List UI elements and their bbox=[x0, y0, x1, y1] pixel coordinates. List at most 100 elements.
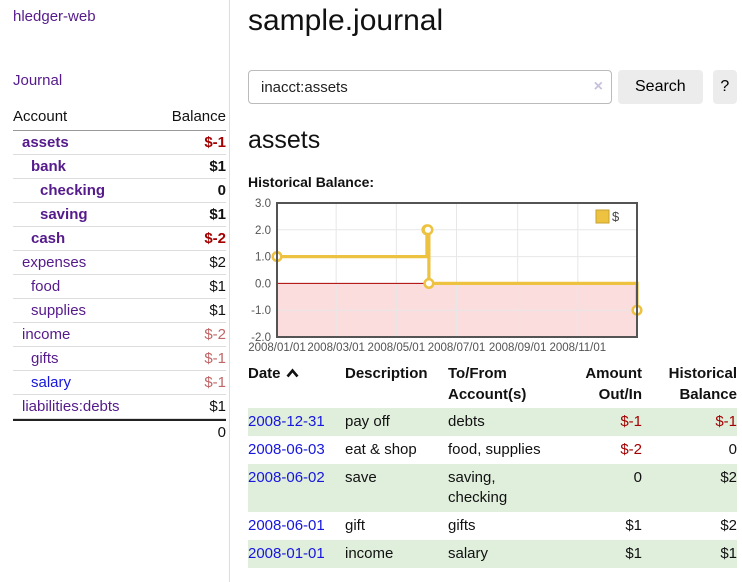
account-link-cash[interactable]: cash bbox=[31, 230, 66, 247]
account-balance: $1 bbox=[209, 206, 226, 223]
account-balance: $1 bbox=[209, 398, 226, 415]
transaction-date-link[interactable]: 2008-06-02 bbox=[248, 469, 325, 486]
transaction-amount: $1 bbox=[625, 517, 642, 534]
svg-text:2008/07/01: 2008/07/01 bbox=[428, 342, 486, 354]
description-column-header: Description bbox=[345, 365, 428, 382]
svg-text:1.0: 1.0 bbox=[255, 252, 271, 264]
account-balance: $1 bbox=[209, 278, 226, 295]
account-row-bank: bank $1 bbox=[13, 155, 226, 179]
transaction-amount: 0 bbox=[633, 469, 642, 486]
transaction-description: save bbox=[345, 469, 377, 486]
account-row-gifts: gifts $-1 bbox=[13, 347, 226, 371]
svg-text:-1.0: -1.0 bbox=[251, 305, 271, 317]
account-row-expenses: expenses $2 bbox=[13, 251, 226, 275]
svg-text:2.0: 2.0 bbox=[255, 225, 271, 237]
svg-text:3.0: 3.0 bbox=[255, 198, 271, 210]
app-title-link[interactable]: hledger-web bbox=[13, 8, 96, 25]
account-row-assets: assets $-1 bbox=[13, 131, 226, 155]
account-link-checking[interactable]: checking bbox=[40, 182, 106, 199]
register-table: Date Description To/From Account(s) Amou… bbox=[248, 360, 737, 568]
svg-text:0.0: 0.0 bbox=[255, 278, 271, 290]
search-bar: × Search ? bbox=[248, 70, 737, 104]
search-input[interactable] bbox=[248, 70, 612, 104]
account-link-food[interactable]: food bbox=[31, 278, 61, 295]
account-link-assets[interactable]: assets bbox=[22, 134, 69, 151]
account-row-cash: cash $-2 bbox=[13, 227, 226, 251]
transaction-row: 2008-01-01 income salary $1 $1 bbox=[248, 540, 737, 568]
account-link-salary[interactable]: salary bbox=[31, 374, 72, 391]
svg-text:$: $ bbox=[612, 209, 620, 224]
account-link-saving[interactable]: saving bbox=[40, 206, 88, 223]
account-balance: $2 bbox=[209, 254, 226, 271]
account-balance: $1 bbox=[209, 158, 226, 175]
accounts-table-header: Account Balance bbox=[13, 106, 226, 131]
svg-text:-2.0: -2.0 bbox=[251, 332, 271, 344]
amount-column-header: Amount Out/In bbox=[585, 365, 642, 403]
account-row-income: income $-2 bbox=[13, 323, 226, 347]
clear-search-icon[interactable]: × bbox=[593, 78, 603, 95]
balance-column-header: Balance bbox=[171, 108, 226, 125]
transaction-date-link[interactable]: 2008-01-01 bbox=[248, 545, 325, 562]
register-header-row: Date Description To/From Account(s) Amou… bbox=[248, 360, 737, 408]
transaction-balance: $2 bbox=[720, 469, 737, 486]
transaction-accounts: debts bbox=[448, 413, 485, 430]
account-balance: $-1 bbox=[204, 374, 226, 391]
account-balance: 0 bbox=[217, 182, 226, 199]
account-row-food: food $1 bbox=[13, 275, 226, 299]
chart-title: Historical Balance: bbox=[248, 174, 375, 190]
transaction-date-link[interactable]: 2008-12-31 bbox=[248, 413, 325, 430]
account-link-liabilities-debts[interactable]: liabilities:debts bbox=[22, 398, 120, 415]
svg-text:2008/01/01: 2008/01/01 bbox=[248, 342, 306, 354]
svg-text:2008/05/01: 2008/05/01 bbox=[368, 342, 426, 354]
accounts-total-value: 0 bbox=[217, 424, 226, 441]
historical-balance-chart[interactable]: $3.0 2.0 1.0 0.0 -1.0 -2.0 2008/01/01 2008/03/0… bbox=[248, 198, 737, 354]
svg-text:2008/03/01: 2008/03/01 bbox=[307, 342, 365, 354]
accounts-table: Account Balance assets $-1 bank $1 check… bbox=[13, 106, 226, 444]
transaction-accounts: saving, checking bbox=[448, 469, 508, 506]
account-row-checking: checking 0 bbox=[13, 179, 226, 203]
sort-ascending-icon bbox=[286, 363, 299, 384]
account-link-expenses[interactable]: expenses bbox=[22, 254, 87, 271]
transaction-row: 2008-06-01 gift gifts $1 $2 bbox=[248, 512, 737, 540]
transaction-amount: $1 bbox=[625, 545, 642, 562]
page-title: sample.journal bbox=[248, 4, 444, 37]
main-content: sample.journal × Search ? assets Histori… bbox=[248, 0, 737, 568]
transaction-accounts: salary bbox=[448, 545, 489, 562]
transaction-accounts: gifts bbox=[448, 517, 476, 534]
transaction-row: 2008-12-31 pay off debts $-1 $-1 bbox=[248, 408, 737, 436]
transaction-date-link[interactable]: 2008-06-01 bbox=[248, 517, 325, 534]
account-row-salary: salary $-1 bbox=[13, 371, 226, 395]
account-link-bank[interactable]: bank bbox=[31, 158, 67, 175]
account-row-supplies: supplies $1 bbox=[13, 299, 226, 323]
account-heading: assets bbox=[248, 126, 321, 154]
sidebar-item-journal[interactable]: Journal bbox=[13, 72, 63, 89]
account-balance: $-1 bbox=[204, 134, 226, 151]
transaction-balance: $-1 bbox=[715, 413, 737, 430]
transaction-description: gift bbox=[345, 517, 366, 534]
transaction-description: eat & shop bbox=[345, 441, 417, 458]
svg-text:2008/09/01: 2008/09/01 bbox=[489, 342, 547, 354]
account-row-liabilities-debts: liabilities:debts $1 bbox=[13, 395, 226, 419]
transaction-balance: $2 bbox=[720, 517, 737, 534]
transaction-description: income bbox=[345, 545, 394, 562]
account-link-income[interactable]: income bbox=[22, 326, 71, 343]
help-button[interactable]: ? bbox=[712, 70, 737, 104]
transaction-description: pay off bbox=[345, 413, 390, 430]
svg-text:2008/11/01: 2008/11/01 bbox=[549, 342, 606, 354]
account-link-supplies[interactable]: supplies bbox=[31, 302, 87, 319]
transaction-balance: $1 bbox=[720, 545, 737, 562]
transaction-date-link[interactable]: 2008-06-03 bbox=[248, 441, 325, 458]
sidebar: hledger-web Journal Account Balance asse… bbox=[0, 0, 230, 582]
search-button[interactable]: Search bbox=[618, 70, 703, 104]
accounts-column-header: To/From Account(s) bbox=[448, 365, 527, 403]
account-link-gifts[interactable]: gifts bbox=[31, 350, 59, 367]
balance-column-header: Historical Balance bbox=[668, 365, 737, 403]
transaction-amount: $-1 bbox=[620, 413, 642, 430]
account-row-saving: saving $1 bbox=[13, 203, 226, 227]
date-column-header[interactable]: Date bbox=[248, 360, 345, 408]
transaction-amount: $-2 bbox=[620, 441, 642, 458]
transaction-row: 2008-06-02 save saving, checking 0 $2 bbox=[248, 464, 737, 512]
transaction-row: 2008-06-03 eat & shop food, supplies $-2… bbox=[248, 436, 737, 464]
account-balance: $1 bbox=[209, 302, 226, 319]
